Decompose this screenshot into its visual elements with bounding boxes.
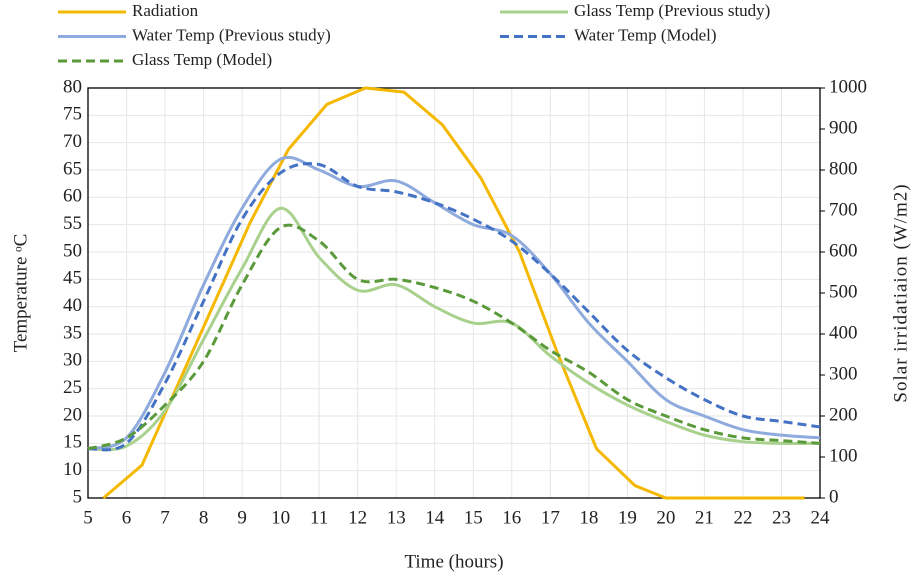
y-tick-label: 15 [63, 432, 82, 453]
x-tick-label: 23 [772, 507, 791, 528]
x-axis-title: Time (hours) [404, 551, 503, 572]
y-tick-label: 60 [63, 186, 82, 207]
y-tick-label: 40 [63, 295, 82, 316]
legend-label: Radiation [132, 1, 199, 20]
y2-tick-label: 900 [829, 117, 858, 138]
legend-label: Glass Temp (Previous study) [574, 1, 770, 20]
series-line [87, 162, 821, 452]
y-tick-label: 35 [63, 322, 82, 343]
x-tick-label: 9 [237, 507, 247, 528]
x-tick-label: 11 [310, 507, 328, 528]
y-axis-title: Temperature ᵒC [10, 234, 31, 353]
y-tick-label: 5 [73, 486, 83, 507]
y-tick-label: 65 [63, 158, 82, 179]
y2-tick-label: 1000 [829, 76, 867, 97]
x-tick-label: 16 [502, 507, 521, 528]
y2-tick-label: 100 [829, 445, 858, 466]
x-tick-label: 20 [656, 507, 675, 528]
y-tick-label: 10 [63, 459, 82, 480]
x-tick-label: 5 [83, 507, 93, 528]
y-tick-label: 75 [63, 104, 82, 125]
y-tick-label: 80 [63, 76, 82, 97]
y2-tick-label: 600 [829, 240, 858, 261]
series-line [102, 86, 805, 500]
legend-label: Glass Temp (Model) [132, 50, 272, 69]
y-tick-label: 70 [63, 131, 82, 152]
y-tick-label: 25 [63, 377, 82, 398]
x-tick-label: 19 [618, 507, 637, 528]
x-tick-label: 13 [387, 507, 406, 528]
x-tick-label: 14 [425, 507, 445, 528]
x-tick-label: 6 [122, 507, 132, 528]
x-tick-label: 21 [695, 507, 714, 528]
series-line [87, 223, 821, 451]
x-tick-label: 22 [733, 507, 752, 528]
x-tick-label: 10 [271, 507, 290, 528]
y2-axis-title: Solar irridatiaion (W/m2) [890, 183, 911, 402]
x-tick-label: 18 [579, 507, 598, 528]
y2-tick-label: 500 [829, 281, 858, 302]
y-tick-label: 55 [63, 213, 82, 234]
y-tick-label: 50 [63, 240, 82, 261]
y-tick-label: 45 [63, 268, 82, 289]
y2-tick-label: 300 [829, 363, 858, 384]
y-tick-label: 20 [63, 404, 82, 425]
x-tick-label: 8 [199, 507, 209, 528]
series-line [87, 155, 821, 451]
legend-label: Water Temp (Model) [574, 25, 717, 44]
y2-tick-label: 400 [829, 322, 858, 343]
y2-tick-label: 0 [829, 486, 839, 507]
y2-tick-label: 800 [829, 158, 858, 179]
y2-tick-label: 700 [829, 199, 858, 220]
x-tick-label: 12 [348, 507, 367, 528]
y-tick-label: 30 [63, 350, 82, 371]
series-line [87, 206, 821, 452]
x-tick-label: 7 [160, 507, 170, 528]
legend-label: Water Temp (Previous study) [132, 25, 331, 44]
plot-border [87, 87, 821, 499]
x-tick-label: 24 [811, 507, 831, 528]
x-tick-label: 15 [464, 507, 483, 528]
y2-tick-label: 200 [829, 404, 858, 425]
x-tick-label: 17 [541, 507, 560, 528]
